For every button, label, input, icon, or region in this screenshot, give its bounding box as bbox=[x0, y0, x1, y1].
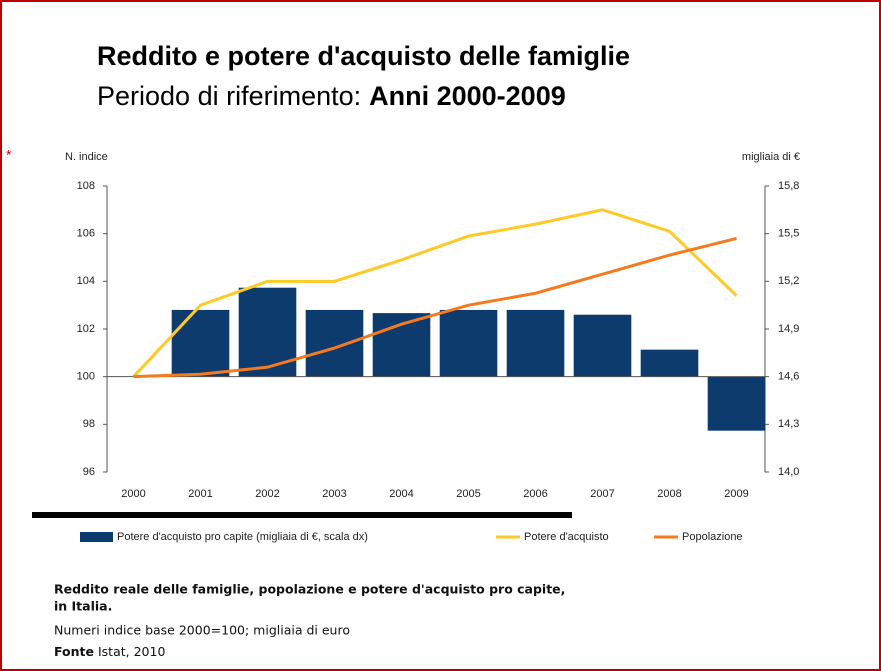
legend-label: Popolazione bbox=[682, 531, 743, 543]
source-label: Fonte bbox=[54, 644, 94, 659]
bar bbox=[707, 376, 766, 431]
x-tick-label: 2000 bbox=[121, 488, 145, 500]
x-tick-label: 2009 bbox=[724, 488, 748, 500]
asterisk-decoration: * bbox=[6, 147, 12, 163]
y-tick-label: 104 bbox=[77, 275, 95, 287]
bar bbox=[372, 313, 431, 377]
bar bbox=[305, 309, 364, 377]
y2-tick-label: 14,3 bbox=[778, 418, 799, 430]
description: Numeri indice base 2000=100; migliaia di… bbox=[54, 623, 350, 638]
y2-axis-title: migliaia di € bbox=[742, 151, 800, 163]
bar bbox=[573, 314, 632, 377]
x-tick-label: 2004 bbox=[389, 488, 413, 500]
y-tick-label: 98 bbox=[83, 418, 95, 430]
chart-subtitle: Periodo di riferimento: Anni 2000-2009 bbox=[97, 81, 566, 111]
bar bbox=[238, 287, 297, 377]
x-tick-label: 2003 bbox=[322, 488, 346, 500]
y2-tick-label: 15,5 bbox=[778, 228, 799, 240]
subtitle-bold: Anni 2000-2009 bbox=[369, 81, 566, 111]
y-tick-label: 106 bbox=[77, 228, 95, 240]
x-tick-label: 2008 bbox=[657, 488, 681, 500]
y-tick-label: 100 bbox=[77, 371, 95, 383]
y-tick-label: 96 bbox=[83, 466, 95, 478]
line-series bbox=[132, 208, 738, 378]
x-tick-label: 2006 bbox=[523, 488, 547, 500]
y2-tick-label: 15,2 bbox=[778, 275, 799, 287]
y-axis-title: N. indice bbox=[65, 151, 108, 163]
x-tick-label: 2007 bbox=[590, 488, 614, 500]
y2-tick-label: 14,6 bbox=[778, 371, 799, 383]
source-text: Istat, 2010 bbox=[98, 644, 165, 659]
legend-label: Potere d'acquisto pro capite (migliaia d… bbox=[117, 531, 368, 543]
bar bbox=[439, 309, 498, 377]
y2-tick-label: 14,0 bbox=[778, 466, 799, 478]
y-tick-label: 102 bbox=[77, 323, 95, 335]
bar bbox=[171, 309, 230, 377]
source: Fonte Istat, 2010 bbox=[54, 644, 165, 659]
caption-2: in Italia. bbox=[54, 599, 112, 614]
caption: Reddito reale delle famiglie, popolazion… bbox=[54, 582, 565, 597]
legend-label: Potere d'acquisto bbox=[524, 531, 609, 543]
bar bbox=[506, 309, 565, 377]
legend-swatch bbox=[80, 532, 113, 542]
x-tick-label: 2001 bbox=[188, 488, 212, 500]
chart-title: Reddito e potere d'acquisto delle famigl… bbox=[97, 41, 630, 71]
y2-tick-label: 15,8 bbox=[778, 180, 799, 192]
y2-tick-label: 14,9 bbox=[778, 323, 799, 335]
y-tick-label: 108 bbox=[77, 180, 95, 192]
bar bbox=[640, 349, 699, 377]
subtitle: Periodo di riferimento: bbox=[97, 81, 361, 111]
line-series bbox=[133, 236, 737, 379]
x-tick-label: 2005 bbox=[456, 488, 480, 500]
x-tick-label: 2002 bbox=[255, 488, 279, 500]
